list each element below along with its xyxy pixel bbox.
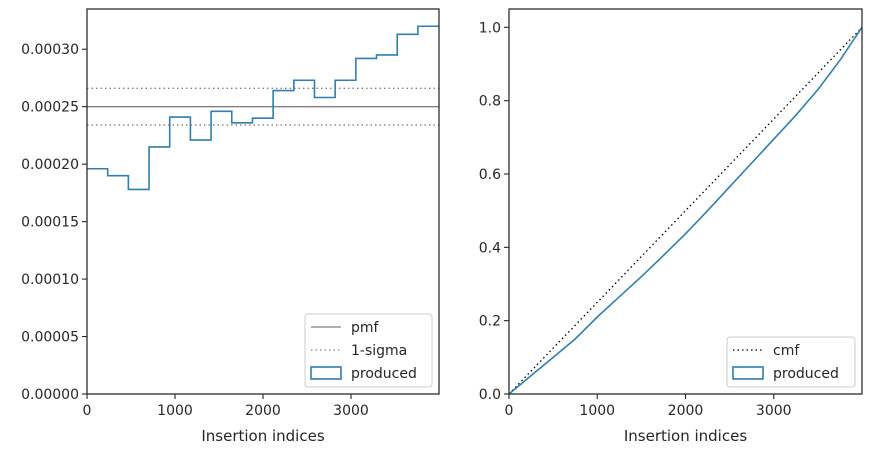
right-chart-x-axis-label: Insertion indices [624, 427, 747, 445]
left-chart-x-axis-label: Insertion indices [201, 427, 324, 445]
right-y-tick-label: 0.0 [479, 387, 501, 403]
left-y-tick-label: 0.00020 [21, 157, 79, 173]
left-x-tick-label: 1000 [157, 403, 193, 419]
left-x-tick-label: 2000 [245, 403, 281, 419]
left-y-tick-label: 0.00030 [21, 42, 79, 58]
right-chart-marks [508, 26, 863, 395]
right-y-tick-label: 0.2 [479, 314, 501, 330]
left-y-tick-label: 0.00015 [21, 215, 79, 231]
right-legend-swatch [732, 366, 764, 380]
left-legend-label: pmf [351, 320, 380, 336]
left-legend-box [304, 313, 433, 388]
left-chart-marks [87, 25, 439, 191]
right-y-tick-label: 0.6 [479, 167, 501, 183]
left-chart-ticks: 0 1000 2000 3000 0.00000 0.00005 0.00010 0.0001… [21, 42, 369, 419]
right-x-tick-label: 1000 [579, 403, 615, 419]
right-x-tick-label: 0 [505, 403, 514, 419]
left-y-tick-label: 0.00000 [21, 387, 79, 403]
left-x-tick-label: 0 [83, 403, 92, 419]
right-series-produced [508, 26, 863, 395]
left-y-tick-label: 0.00005 [21, 330, 79, 346]
right-legend-label: cmf [773, 343, 800, 359]
left-chart: 0 1000 2000 3000 0.00000 0.00005 0.00010 0.0001… [21, 8, 440, 445]
right-legend-box [726, 336, 856, 388]
left-y-tick-label: 0.00025 [21, 100, 79, 116]
left-y-tick-label: 0.00010 [21, 272, 79, 288]
left-legend-label: produced [351, 366, 417, 382]
left-legend-swatch [310, 366, 342, 380]
right-chart: 0 1000 2000 3000 0.0 0.2 0.4 0.6 0.8 1.0 Insertio… [479, 8, 863, 445]
left-legend-label: 1-sigma [351, 343, 407, 359]
left-chart-legend: pmf 1-sigma produced [304, 313, 433, 388]
right-series-cmf [508, 26, 863, 395]
right-y-tick-label: 0.4 [479, 240, 501, 256]
right-legend-label: produced [773, 366, 839, 382]
right-x-tick-label: 3000 [756, 403, 792, 419]
right-x-tick-label: 2000 [668, 403, 704, 419]
right-chart-legend: cmf produced [726, 336, 856, 388]
left-x-tick-label: 3000 [333, 403, 369, 419]
right-y-tick-label: 1.0 [479, 20, 501, 36]
right-y-tick-label: 0.8 [479, 94, 501, 110]
right-chart-ticks: 0 1000 2000 3000 0.0 0.2 0.4 0.6 0.8 1.0 [479, 20, 792, 419]
left-series-produced [87, 25, 439, 191]
